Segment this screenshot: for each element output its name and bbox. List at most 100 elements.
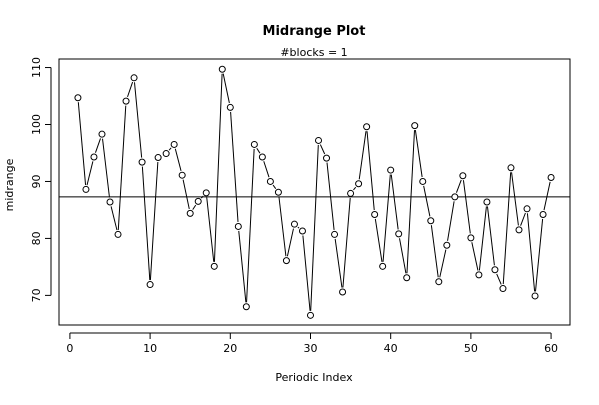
data-point <box>531 292 539 300</box>
data-point <box>331 230 339 238</box>
series-segment <box>246 148 255 303</box>
data-point <box>355 180 363 188</box>
data-point <box>523 205 531 213</box>
chart-title: Midrange Plot <box>263 24 366 39</box>
data-point <box>403 274 411 282</box>
data-point <box>170 140 178 148</box>
data-point <box>435 278 443 286</box>
data-point <box>178 171 186 179</box>
series-segment <box>366 131 375 211</box>
data-point <box>387 166 395 174</box>
data-point <box>146 281 154 289</box>
series-segment <box>374 218 383 262</box>
data-point <box>202 189 210 197</box>
data-point <box>210 262 218 270</box>
data-point <box>467 234 475 242</box>
data-point <box>419 177 427 185</box>
series-segment <box>141 166 151 281</box>
data-point <box>379 262 387 270</box>
series-segment <box>447 201 455 241</box>
data-point <box>74 94 82 102</box>
y-axis: 70 80 90 100 110 <box>30 57 52 302</box>
data-point <box>154 154 162 162</box>
series-segment <box>133 82 143 158</box>
series-segment <box>496 273 502 285</box>
data-point <box>122 97 130 105</box>
series-segment <box>334 238 343 288</box>
x-axis: 0 10 20 30 40 50 60 <box>66 332 558 355</box>
data-point <box>491 266 499 274</box>
series-segment <box>263 161 270 178</box>
data-point <box>451 193 459 201</box>
data-point <box>395 230 403 238</box>
data-point <box>234 222 242 230</box>
series-segment <box>486 206 495 266</box>
series-segment <box>278 196 287 257</box>
series-segment <box>256 147 261 154</box>
series-segment <box>127 81 134 98</box>
series-segment <box>230 111 239 223</box>
series-segment <box>286 228 294 257</box>
series-layer <box>74 65 555 319</box>
data-point <box>194 197 202 205</box>
data-point <box>371 210 379 218</box>
series-segment <box>297 226 300 229</box>
y-tick-label: 110 <box>30 57 43 78</box>
series-segment <box>399 238 407 274</box>
data-point <box>499 285 507 293</box>
data-point <box>459 172 467 180</box>
data-point <box>483 198 491 206</box>
data-point <box>242 303 250 311</box>
data-point <box>515 226 523 234</box>
series-segment <box>423 185 431 217</box>
data-point <box>130 74 138 82</box>
series-segment <box>310 144 319 311</box>
data-point <box>282 257 290 265</box>
series-segment <box>182 179 190 210</box>
data-point <box>138 158 146 166</box>
data-point <box>218 65 226 73</box>
data-point <box>266 177 274 185</box>
series-segment <box>358 131 367 180</box>
data-point <box>186 209 194 217</box>
series-segment <box>200 195 204 199</box>
series-segment <box>534 218 544 292</box>
y-tick-label: 80 <box>30 231 43 245</box>
x-tick-label: 40 <box>384 342 398 355</box>
x-tick-label: 50 <box>464 342 478 355</box>
series-segment <box>455 179 462 193</box>
x-tick-label: 0 <box>66 342 73 355</box>
series-segment <box>511 172 519 226</box>
series-segment <box>430 225 439 278</box>
x-axis-label: Periodic Index <box>275 371 353 384</box>
series-segment <box>478 206 487 271</box>
series-segment <box>319 144 326 155</box>
data-point <box>411 122 419 130</box>
series-segment <box>238 230 247 303</box>
x-tick-label: 60 <box>544 342 558 355</box>
series-segment <box>471 242 479 271</box>
data-point <box>274 188 282 196</box>
series-segment <box>414 130 423 178</box>
series-segment <box>110 206 118 231</box>
data-point <box>339 288 347 296</box>
data-point <box>98 130 106 138</box>
y-tick-label: 100 <box>30 114 43 135</box>
y-tick-label: 90 <box>30 174 43 188</box>
series-segment <box>174 148 182 171</box>
data-point <box>82 185 90 193</box>
data-point <box>306 311 314 319</box>
series-segment <box>520 212 526 226</box>
series-segment <box>206 197 215 262</box>
series-segment <box>192 204 197 210</box>
series-segment <box>526 213 536 292</box>
series-segment <box>149 161 159 281</box>
data-point <box>547 173 555 181</box>
data-point <box>226 103 234 111</box>
x-tick-label: 20 <box>223 342 237 355</box>
series-segment <box>353 186 357 191</box>
chart-subtitle: #blocks = 1 <box>280 46 347 59</box>
series-segment <box>462 180 471 234</box>
